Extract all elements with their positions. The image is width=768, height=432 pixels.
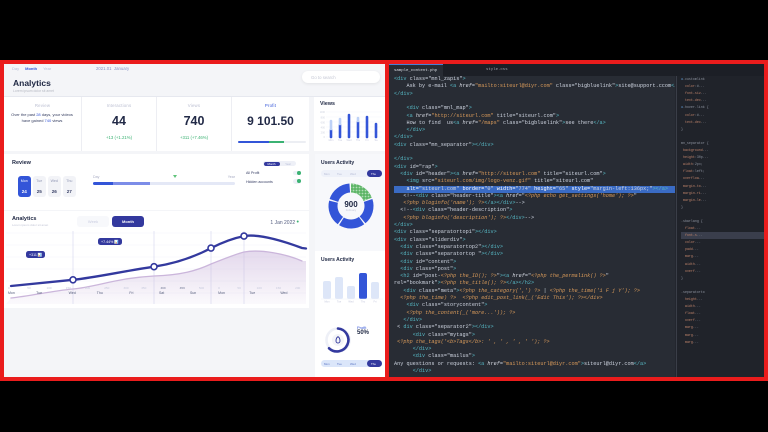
svg-text:Tue: Tue — [338, 139, 343, 142]
svg-text:Mon: Mon — [329, 139, 334, 142]
svg-text:Wed: Wed — [346, 139, 352, 142]
svg-text:600: 600 — [321, 121, 326, 125]
svg-text:Fri: Fri — [366, 139, 369, 142]
svg-text:Tue: Tue — [337, 300, 342, 304]
svg-text:Sa: Sa — [374, 139, 378, 142]
svg-text:Thu: Thu — [361, 300, 366, 304]
svg-text:400: 400 — [321, 126, 326, 130]
svg-text:Fri: Fri — [373, 300, 376, 304]
svg-text:800: 800 — [321, 116, 326, 120]
svg-text:Thu: Thu — [356, 139, 361, 142]
svg-text:Wed: Wed — [348, 300, 354, 304]
svg-text:200: 200 — [321, 131, 326, 135]
svg-text:1000: 1000 — [320, 111, 326, 114]
svg-text:Mon: Mon — [324, 300, 330, 304]
svg-text:0: 0 — [324, 135, 326, 139]
